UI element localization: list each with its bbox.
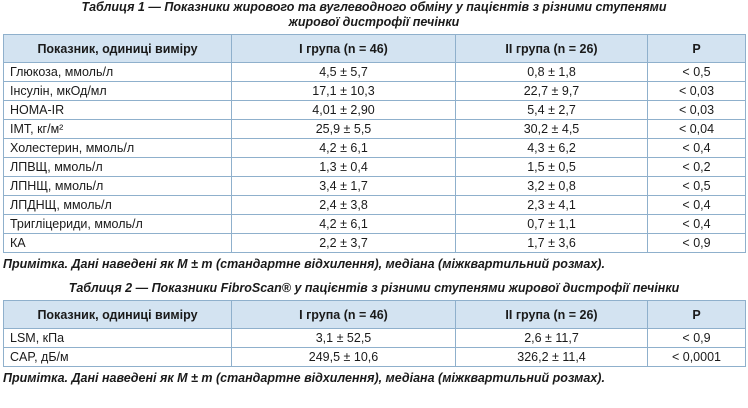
table-cell: 0,7 ± 1,1 [455, 214, 648, 234]
table-cell: 2,3 ± 4,1 [455, 195, 648, 215]
table-note: Примітка. Дані наведені як M ± m (станда… [3, 371, 605, 385]
table-cell: 326,2 ± 11,4 [455, 347, 648, 367]
table-note: Примітка. Дані наведені як M ± m (станда… [3, 257, 605, 271]
table-cell: 3,4 ± 1,7 [231, 176, 456, 196]
table-row: Холестерин, ммоль/л 4,2 ± 6,1 4,3 ± 6,2 < 0… [3, 138, 746, 158]
table-row: ЛПНЩ, ммоль/л 3,4 ± 1,7 3,2 ± 0,8 < 0,5 [3, 176, 746, 196]
table-cell: < 0,03 [647, 81, 746, 101]
table-row: КА 2,2 ± 3,7 1,7 ± 3,6 < 0,9 [3, 233, 746, 253]
table-cell: < 0,9 [647, 233, 746, 253]
table-cell: < 0,5 [647, 62, 746, 82]
table-cell: Інсулін, мкОд/мл [3, 81, 232, 101]
data-table: Показник, одиниці виміру I група (n = 46)… [3, 300, 746, 367]
table-cell: 4,5 ± 5,7 [231, 62, 456, 82]
header-cell: II група (n = 26) [455, 300, 648, 329]
table-cell: 4,01 ± 2,90 [231, 100, 456, 120]
table-cell: ЛПДНЩ, ммоль/л [3, 195, 232, 215]
table-cell: 1,5 ± 0,5 [455, 157, 648, 177]
table-caption: жирової дистрофії печінки [288, 15, 460, 29]
table-cell: 17,1 ± 10,3 [231, 81, 456, 101]
header-row: Показник, одиниці виміру I група (n = 46)… [3, 300, 746, 329]
header-cell: P [647, 300, 746, 329]
table-row: CAP, дБ/м 249,5 ± 10,6 326,2 ± 11,4 < 0,000… [3, 347, 746, 367]
table-cell: Тригліцериди, ммоль/л [3, 214, 232, 234]
header-cell: P [647, 34, 746, 63]
table-row: Глюкоза, ммоль/л 4,5 ± 5,7 0,8 ± 1,8 < 0,5 [3, 62, 746, 82]
table-cell: < 0,03 [647, 100, 746, 120]
table-row: Тригліцериди, ммоль/л 4,2 ± 6,1 0,7 ± 1,1 <… [3, 214, 746, 234]
table-cell: ЛПВЩ, ммоль/л [3, 157, 232, 177]
table-cell: HOMA-IR [3, 100, 232, 120]
table-row: Інсулін, мкОд/мл 17,1 ± 10,3 22,7 ± 9,7 < 0… [3, 81, 746, 101]
table-cell: 3,1 ± 52,5 [231, 328, 456, 348]
data-table: Показник, одиниці виміру I група (n = 46)… [3, 34, 746, 253]
header-cell: I група (n = 46) [231, 34, 456, 63]
table-cell: < 0,9 [647, 328, 746, 348]
table-cell: 3,2 ± 0,8 [455, 176, 648, 196]
table-cell: 25,9 ± 5,5 [231, 119, 456, 139]
document: Таблиця 1 — Показники жирового та вуглев… [3, 0, 746, 385]
table-cell: 249,5 ± 10,6 [231, 347, 456, 367]
table-row: ЛПВЩ, ммоль/л 1,3 ± 0,4 1,5 ± 0,5 < 0,2 [3, 157, 746, 177]
table-cell: < 0,4 [647, 138, 746, 158]
table-cell: 30,2 ± 4,5 [455, 119, 648, 139]
header-cell: I група (n = 46) [231, 300, 456, 329]
table-cell: CAP, дБ/м [3, 347, 232, 367]
table-caption: Таблиця 1 — Показники жирового та вуглев… [81, 0, 667, 14]
table-row: LSM, кПа 3,1 ± 52,5 2,6 ± 11,7 < 0,9 [3, 328, 746, 348]
table-cell: ЛПНЩ, ммоль/л [3, 176, 232, 196]
table-cell: < 0,04 [647, 119, 746, 139]
table-cell: < 0,5 [647, 176, 746, 196]
table-cell: 0,8 ± 1,8 [455, 62, 648, 82]
header-cell: Показник, одиниці виміру [3, 300, 232, 329]
table-cell: < 0,2 [647, 157, 746, 177]
table-cell: LSM, кПа [3, 328, 232, 348]
table-cell: Холестерин, ммоль/л [3, 138, 232, 158]
table-cell: 1,3 ± 0,4 [231, 157, 456, 177]
table-cell: 2,2 ± 3,7 [231, 233, 456, 253]
table-row: HOMA-IR 4,01 ± 2,90 5,4 ± 2,7 < 0,03 [3, 100, 746, 120]
table-cell: 2,4 ± 3,8 [231, 195, 456, 215]
table-cell: < 0,4 [647, 214, 746, 234]
table-row: ІМТ, кг/м² 25,9 ± 5,5 30,2 ± 4,5 < 0,04 [3, 119, 746, 139]
table-cell: < 0,4 [647, 195, 746, 215]
table-cell: 1,7 ± 3,6 [455, 233, 648, 253]
table-cell: 22,7 ± 9,7 [455, 81, 648, 101]
table-cell: < 0,0001 [647, 347, 746, 367]
table-row: ЛПДНЩ, ммоль/л 2,4 ± 3,8 2,3 ± 4,1 < 0,4 [3, 195, 746, 215]
table-cell: 4,2 ± 6,1 [231, 138, 456, 158]
table-cell: Глюкоза, ммоль/л [3, 62, 232, 82]
header-cell: II група (n = 26) [455, 34, 648, 63]
table-cell: 4,3 ± 6,2 [455, 138, 648, 158]
table-cell: 5,4 ± 2,7 [455, 100, 648, 120]
header-cell: Показник, одиниці виміру [3, 34, 232, 63]
header-row: Показник, одиниці виміру I група (n = 46)… [3, 34, 746, 63]
table-cell: КА [3, 233, 232, 253]
table-cell: 4,2 ± 6,1 [231, 214, 456, 234]
table-cell: ІМТ, кг/м² [3, 119, 232, 139]
table-cell: 2,6 ± 11,7 [455, 328, 648, 348]
table-caption: Таблиця 2 — Показники FibroScan® у паціє… [68, 281, 680, 295]
